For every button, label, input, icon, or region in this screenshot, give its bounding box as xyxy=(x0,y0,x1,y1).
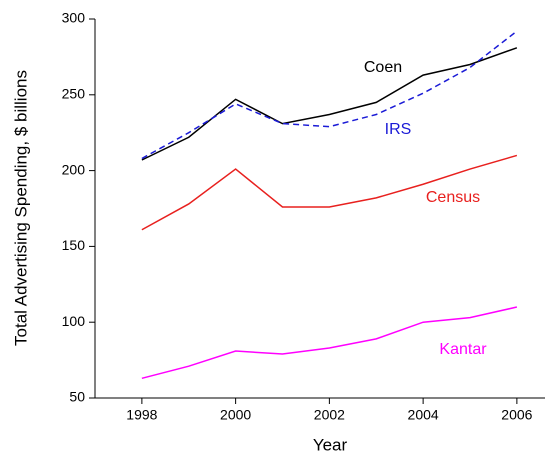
x-tick-label: 2006 xyxy=(501,407,532,423)
series-line xyxy=(141,30,518,160)
series-line xyxy=(141,47,518,161)
series-line xyxy=(141,306,518,380)
y-tick-label: 150 xyxy=(62,237,86,253)
x-tick-label: 2000 xyxy=(220,407,251,423)
y-tick-label: 200 xyxy=(62,161,86,177)
series-label: Coen xyxy=(364,59,402,76)
y-tick-label: 50 xyxy=(69,389,85,405)
y-tick-label: 250 xyxy=(62,86,86,102)
y-axis-label: Total Advertising Spending, $ billions xyxy=(11,70,30,346)
series-line xyxy=(141,154,518,231)
x-axis-label: Year xyxy=(313,435,348,454)
series-label: IRS xyxy=(385,121,412,138)
x-tick-label: 2002 xyxy=(314,407,345,423)
x-tick-label: 2004 xyxy=(408,407,439,423)
y-tick-label: 100 xyxy=(62,313,86,329)
series-label: Census xyxy=(426,189,480,206)
series-label: Kantar xyxy=(439,341,487,358)
y-tick-label: 300 xyxy=(62,10,86,26)
x-tick-label: 1998 xyxy=(126,407,157,423)
